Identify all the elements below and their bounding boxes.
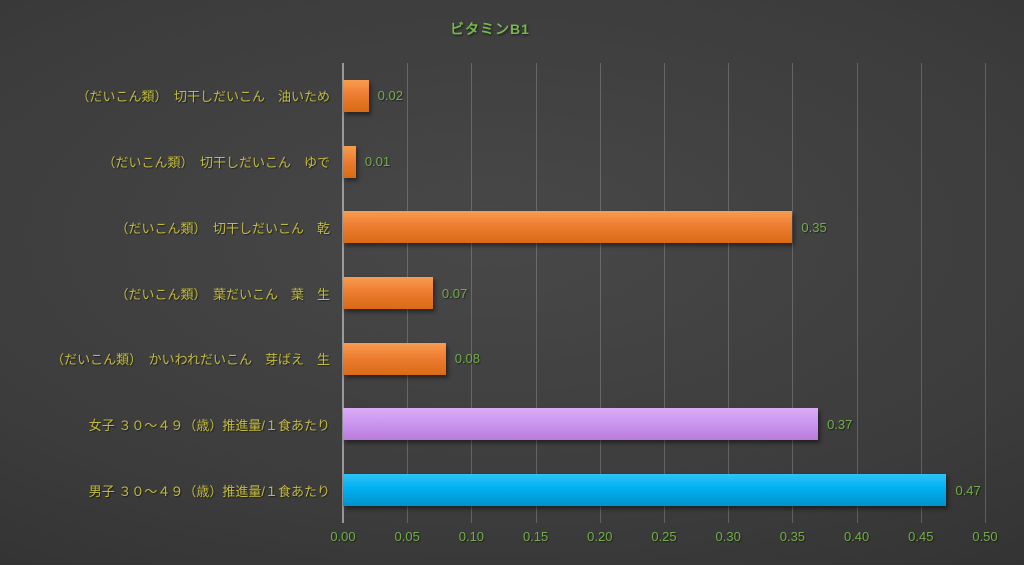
category-label: 女子 ３０～４９（歳）推進量/１食あたり (88, 417, 330, 433)
x-tick-label: 0.35 (779, 529, 806, 544)
bar-orange (343, 342, 446, 375)
x-tick-label: 0.10 (458, 529, 485, 544)
value-label: 0.35 (801, 219, 827, 235)
bar-rows: 0.02 0.01 0.35 0.07 0.08 0.37 0.47 (343, 63, 1024, 523)
grid-line (792, 63, 794, 523)
grid-line (985, 63, 986, 523)
value-axis-tick-labels: 0.00 0.05 0.10 0.15 0.20 0.25 0.30 0.35 0.40 0.45… (330, 529, 1024, 549)
x-tick-label: 0.05 (394, 529, 420, 544)
category-label: （だいこん類） 葉だいこん 葉 生 (115, 286, 330, 302)
value-label: 0.02 (377, 88, 403, 104)
value-label: 0.07 (441, 285, 468, 301)
x-tick-label: 0.45 (908, 529, 934, 544)
bar-purple (343, 408, 819, 441)
chart-title: ビタミンB1 (450, 21, 530, 37)
value-label: 0.01 (364, 154, 391, 170)
x-tick-label: 0.15 (522, 529, 549, 544)
value-label: 0.47 (955, 482, 981, 498)
grid-line (599, 63, 601, 523)
category-label: 男子 ３０～４９（歳）推進量/１食あたり (88, 483, 330, 499)
category-label: （だいこん類） 切干しだいこん 乾 (115, 220, 330, 236)
bar-orange (343, 277, 433, 310)
category-label: （だいこん類） 切干しだいこん 油いため (76, 89, 330, 105)
value-label: 0.08 (454, 351, 481, 367)
category-axis-labels: （だいこん類） 切干しだいこん 油いため （だいこん類） 切干しだいこん ゆで （だ… (0, 63, 337, 523)
x-tick-label: 0.20 (587, 529, 613, 544)
x-tick-label: 0.00 (330, 529, 356, 544)
bar-row: 0.01 (343, 129, 1024, 195)
value-label: 0.37 (827, 416, 853, 432)
bar-row: 0.02 (343, 63, 1024, 129)
x-tick-label: 0.30 (715, 529, 741, 544)
x-tick-label: 0.25 (651, 529, 677, 544)
bar-orange (343, 211, 793, 244)
bar-row: 0.35 (343, 194, 1024, 260)
bar-orange (343, 79, 369, 112)
bar-row: 0.08 (343, 326, 1024, 392)
grid-line (920, 63, 922, 523)
category-label: （だいこん類） 切干しだいこん ゆで (102, 155, 330, 171)
category-label: （だいこん類） かいわれだいこん 芽ばえ 生 (51, 352, 330, 368)
x-tick-label: 0.50 (972, 529, 998, 544)
bar-row: 0.07 (343, 260, 1024, 326)
grid-line (664, 63, 665, 523)
grid-line (856, 63, 858, 523)
bar-cyan (343, 474, 947, 507)
grid-line (728, 63, 730, 523)
grid-line (471, 63, 473, 523)
bar-orange (343, 145, 356, 178)
bar-row: 0.37 (343, 392, 1024, 458)
grid-line (535, 63, 537, 523)
bar-row: 0.47 (343, 457, 1024, 523)
x-tick-label: 0.40 (843, 529, 870, 544)
